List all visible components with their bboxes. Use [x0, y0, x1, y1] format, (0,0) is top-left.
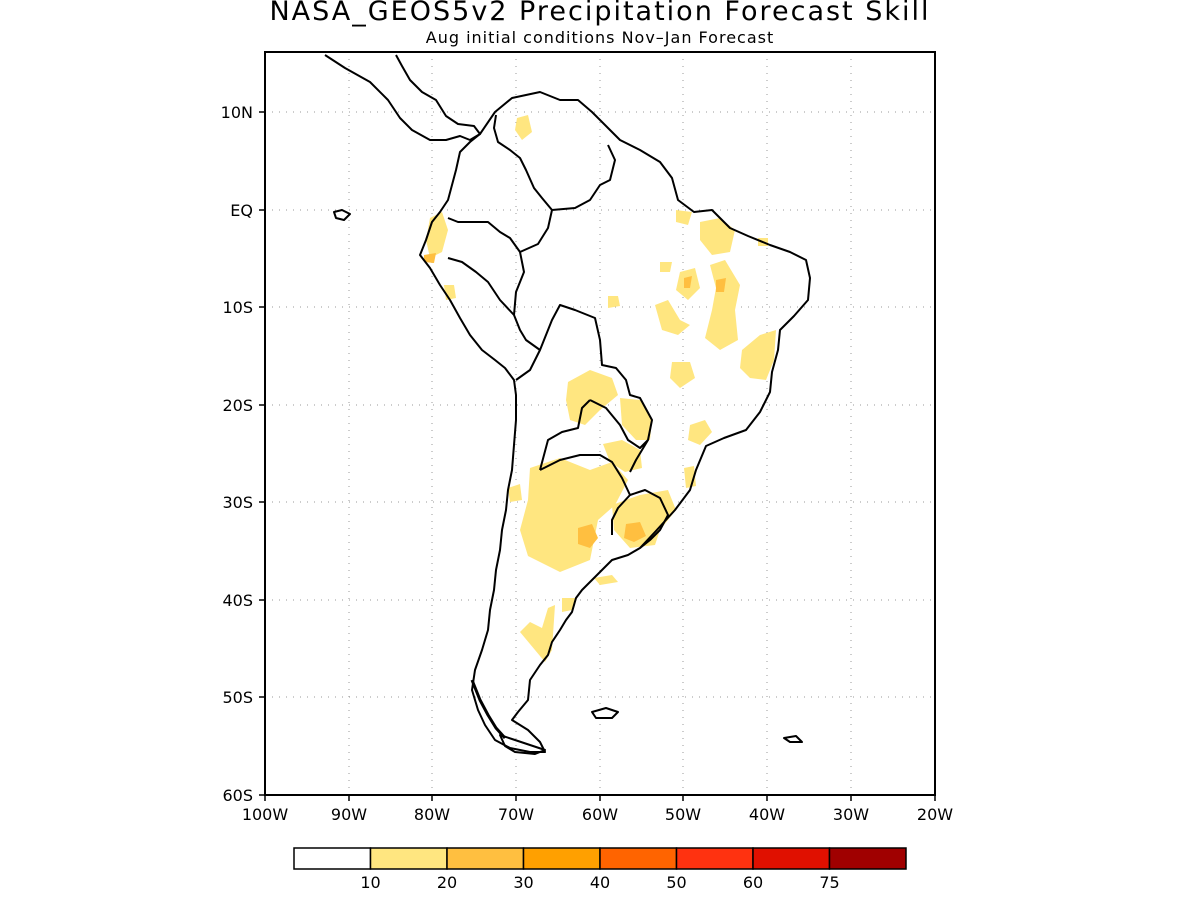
- skill-region: [603, 440, 642, 472]
- skill-region: [566, 370, 618, 425]
- skill-region: [520, 605, 555, 662]
- colorbar-swatch: [293, 847, 372, 870]
- skill-region: [670, 362, 695, 388]
- colorbar-label: 50: [666, 873, 686, 892]
- colorbar-swatch: [599, 847, 678, 870]
- lon-label: 90W: [331, 805, 367, 824]
- skill-region: [700, 218, 735, 255]
- lon-label: 20W: [917, 805, 953, 824]
- skill-region: [655, 300, 690, 335]
- south-georgia: [783, 735, 803, 743]
- colorbar-swatch: [828, 847, 907, 870]
- lat-label: 10S: [222, 298, 253, 317]
- colorbar-swatch: [369, 847, 448, 870]
- colorbar-label: 60: [743, 873, 763, 892]
- colorbar-label: 75: [819, 873, 839, 892]
- chart-subtitle: Aug initial conditions Nov–Jan Forecast: [425, 28, 775, 47]
- skill-region: [620, 398, 652, 440]
- skill-region: [424, 253, 436, 263]
- skill-region: [608, 296, 620, 308]
- tierra-del-fuego: [499, 734, 546, 755]
- lat-label: 20S: [222, 396, 253, 415]
- skill-region: [515, 115, 532, 140]
- skill-region: [520, 458, 628, 572]
- lon-label: 50W: [665, 805, 701, 824]
- lon-label: 40W: [749, 805, 785, 824]
- skill-region: [676, 210, 692, 225]
- lat-label: 10N: [221, 103, 253, 122]
- skill-region: [624, 522, 646, 542]
- lon-label: 30W: [833, 805, 869, 824]
- lon-label: 60W: [582, 805, 618, 824]
- skill-shading: [424, 115, 776, 662]
- colorbar-swatch: [446, 847, 525, 870]
- colorbar-label: 30: [513, 873, 533, 892]
- skill-region: [594, 575, 618, 585]
- coastlines: [324, 54, 811, 755]
- falkland-islands: [591, 707, 619, 719]
- skill-region: [660, 262, 672, 272]
- central-america-coastline: [324, 54, 481, 141]
- country-borders: [447, 114, 669, 549]
- lat-label: 40S: [222, 591, 253, 610]
- longitude-labels: 100W 90W 80W 70W 60W 50W 40W 30W 20W: [242, 805, 953, 824]
- skill-region: [578, 524, 598, 548]
- skill-region: [716, 278, 726, 292]
- latitude-labels: 10N EQ 10S 20S 30S 40S 50S 60S: [221, 103, 253, 805]
- skill-region: [562, 598, 575, 612]
- lat-label: EQ: [230, 201, 253, 220]
- skill-region: [508, 484, 522, 502]
- lat-label: 30S: [222, 493, 253, 512]
- grid-lines: [265, 52, 935, 795]
- lon-label: 100W: [242, 805, 289, 824]
- colorbar-swatch: [752, 847, 831, 870]
- colorbar-label: 20: [437, 873, 457, 892]
- south-america-coastline: [419, 91, 811, 753]
- skill-region: [688, 420, 712, 445]
- colorbar-swatch: [522, 847, 601, 870]
- colorbar: 10 20 30 40 50 60 75: [293, 847, 907, 892]
- skill-region: [705, 260, 740, 350]
- colorbar-label: 40: [590, 873, 610, 892]
- lat-label: 60S: [222, 786, 253, 805]
- skill-region: [684, 276, 692, 288]
- colorbar-label: 10: [360, 873, 380, 892]
- skill-region: [426, 212, 448, 258]
- lat-label: 50S: [222, 688, 253, 707]
- tick-marks: [259, 111, 936, 801]
- chart-title: NASA_GEOS5v2 Precipitation Forecast Skil…: [269, 0, 931, 27]
- lon-label: 80W: [414, 805, 450, 824]
- chile-fjords: [470, 679, 507, 740]
- lon-label: 70W: [498, 805, 534, 824]
- skill-region: [740, 330, 776, 380]
- colorbar-swatch: [675, 847, 754, 870]
- galapagos-islands: [333, 209, 351, 221]
